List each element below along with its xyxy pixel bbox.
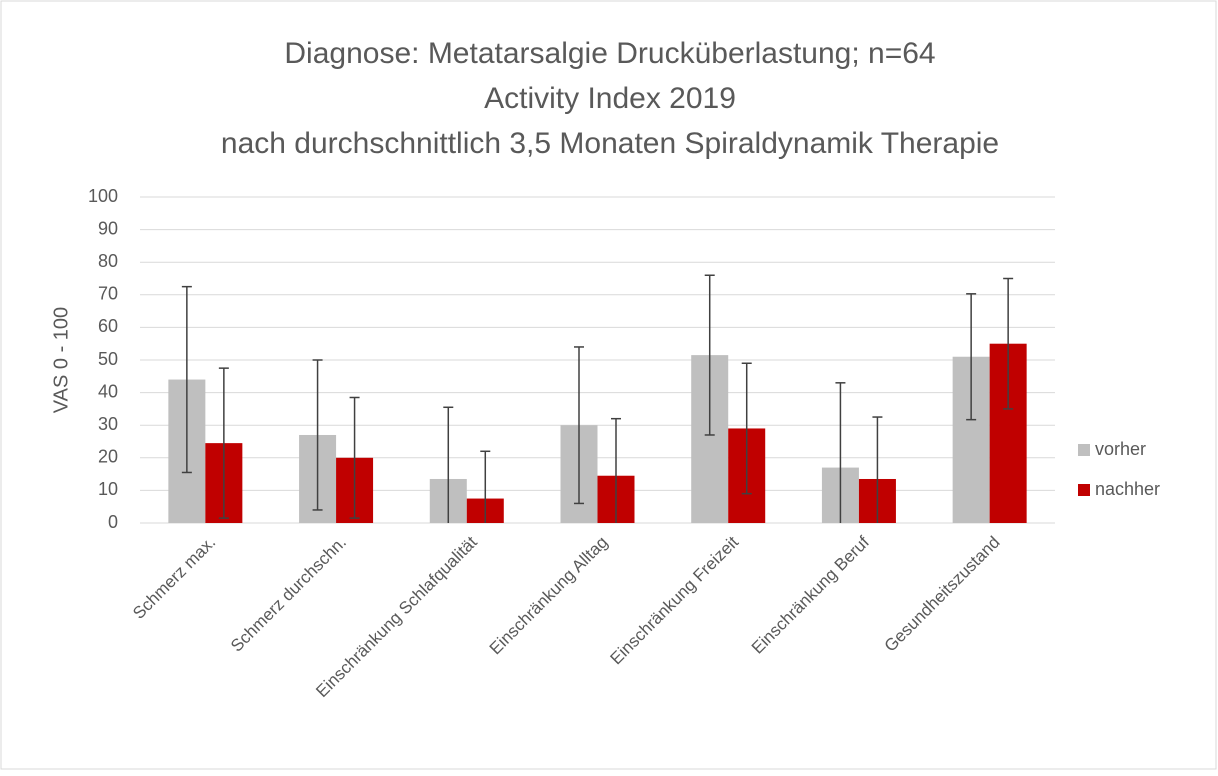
chart-title: nach durchschnittlich 3,5 Monaten Spiral… xyxy=(221,127,999,160)
y-tick-label: 0 xyxy=(108,512,118,532)
error-bar xyxy=(181,285,192,474)
y-axis-label: VAS 0 - 100 xyxy=(50,307,72,413)
chart-title: Activity Index 2019 xyxy=(484,82,736,115)
error-bar xyxy=(741,362,752,495)
error-bar xyxy=(835,382,846,523)
error-bar xyxy=(1003,277,1014,410)
legend-label: nachher xyxy=(1095,479,1160,499)
y-tick-label: 40 xyxy=(98,381,118,401)
y-tick-label: 10 xyxy=(98,479,118,499)
y-tick-label: 30 xyxy=(98,414,118,434)
error-bar xyxy=(704,274,715,436)
chart-title: Diagnose: Metatarsalgie Drucküberlastung… xyxy=(284,37,935,70)
y-tick-label: 80 xyxy=(98,251,118,271)
error-bar xyxy=(574,346,584,505)
y-tick-label: 100 xyxy=(88,186,118,206)
y-tick-label: 60 xyxy=(98,316,118,336)
y-tick-label: 50 xyxy=(98,349,118,369)
legend-swatch xyxy=(1078,444,1090,456)
y-tick-label: 20 xyxy=(98,447,118,467)
legend-label: vorher xyxy=(1095,439,1146,459)
legend-swatch xyxy=(1078,484,1090,496)
error-bar xyxy=(480,450,491,523)
error-bar xyxy=(218,367,229,519)
error-bar xyxy=(872,416,883,523)
error-bar xyxy=(312,359,323,511)
error-bar xyxy=(611,417,621,523)
y-tick-label: 90 xyxy=(98,218,118,238)
error-bar xyxy=(349,396,360,519)
y-tick-label: 70 xyxy=(98,284,118,304)
error-bar xyxy=(966,293,977,421)
error-bar xyxy=(443,406,454,523)
